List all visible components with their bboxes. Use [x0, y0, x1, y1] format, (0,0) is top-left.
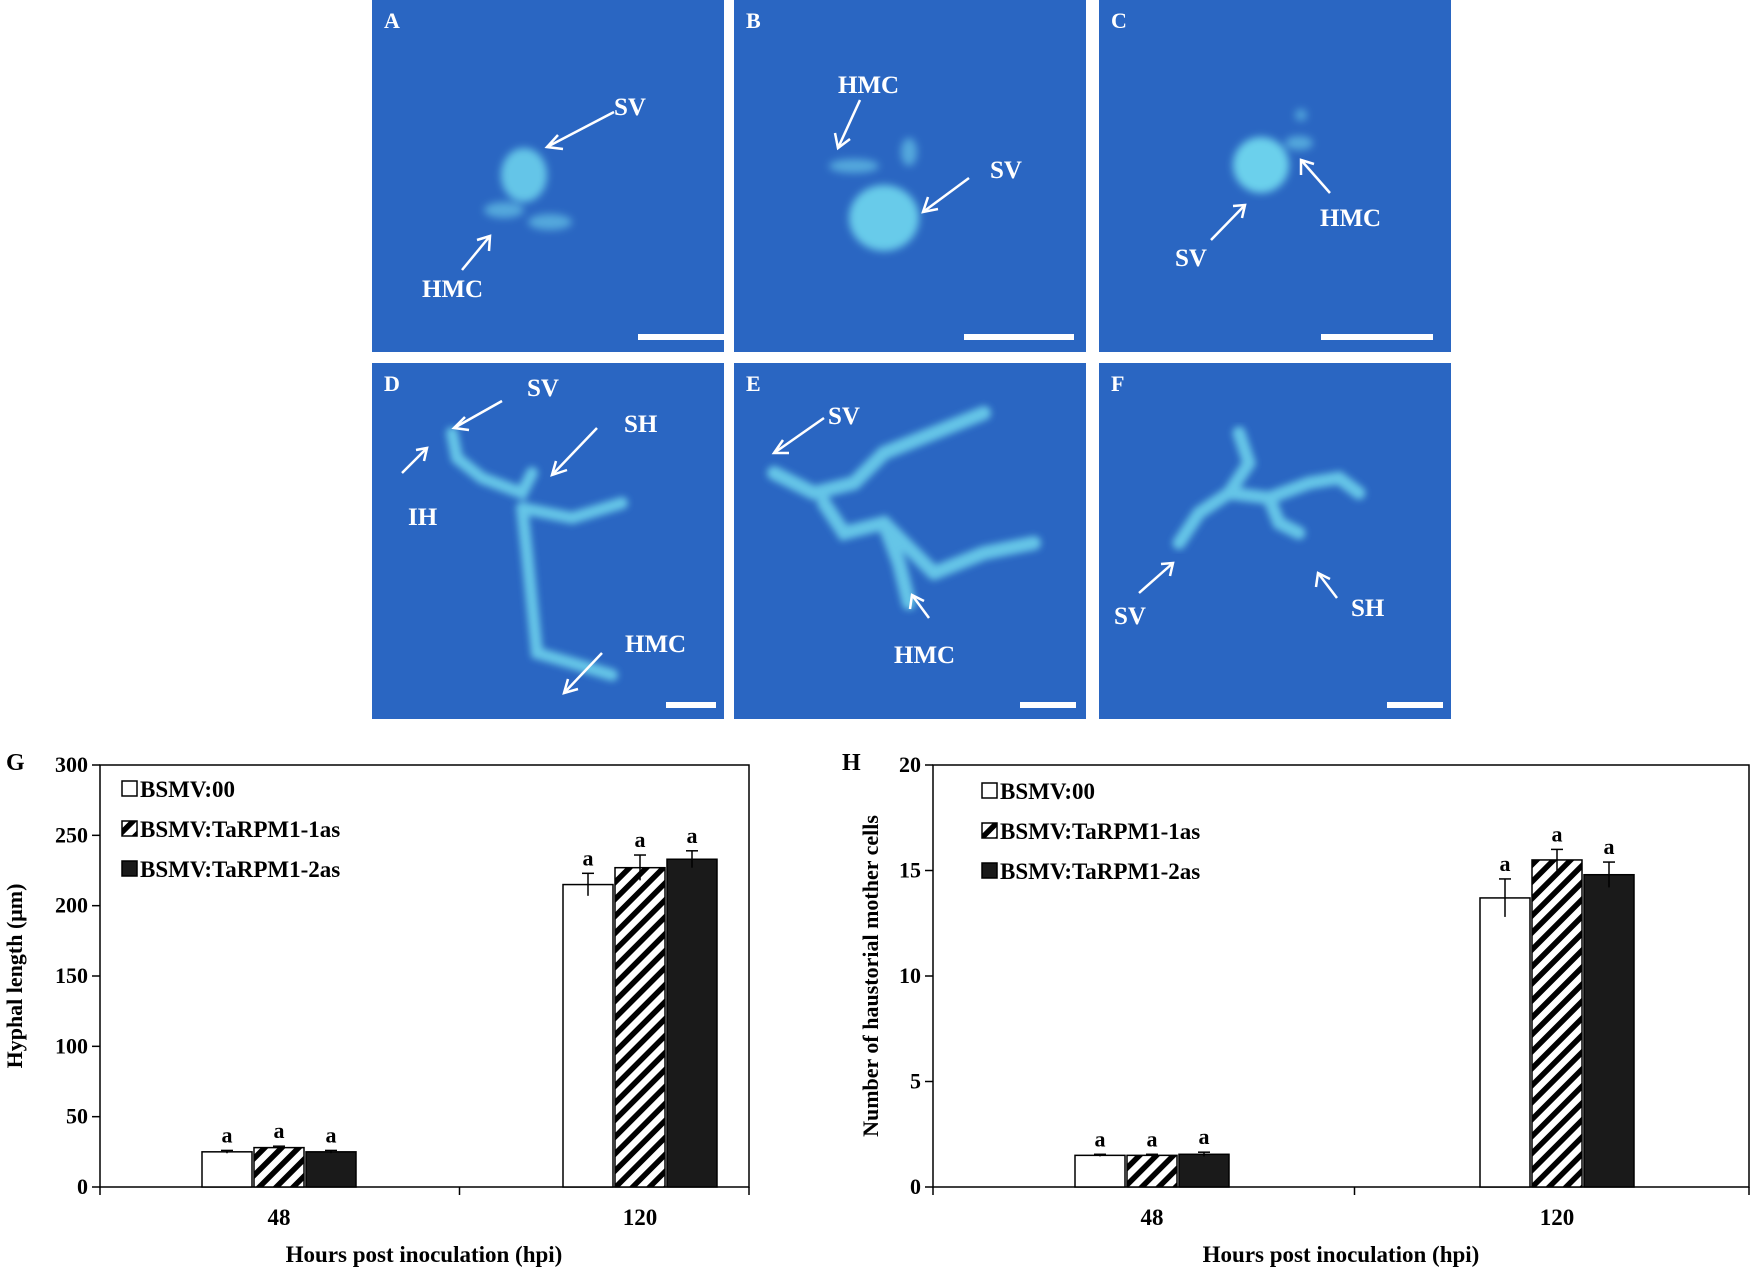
hmc-label: HMC [422, 276, 484, 303]
micrograph-d: D SV SH IH HMC [372, 363, 724, 719]
legend-swatch [121, 860, 138, 877]
legend-label: BSMV:TaRPM1-2as [1000, 859, 1200, 884]
sh-label: SH [624, 411, 658, 438]
legend-swatch [981, 822, 998, 839]
ih-label: IH [408, 504, 438, 531]
panel-letter: F [1111, 371, 1125, 396]
chart-g-plot: 0 50 100 150 200 250 300 48 120 a a a a a a BSMV:00 BSMV… [55, 752, 750, 1230]
y-tick-label: 0 [77, 1174, 88, 1199]
legend-swatch [121, 820, 138, 837]
significance-letter: a [1500, 851, 1511, 876]
significance-letter: a [1095, 1126, 1106, 1151]
y-tick-label: 200 [55, 893, 88, 918]
sv-label: SV [614, 94, 646, 121]
legend-swatch [121, 780, 138, 797]
legend-label: BSMV:00 [140, 777, 235, 802]
micrograph-c: C HMC SV [1099, 0, 1451, 352]
hmc-label: HMC [1320, 205, 1382, 232]
micrograph-f-image [1099, 363, 1451, 719]
bar [666, 858, 718, 1188]
significance-letter: a [687, 823, 698, 848]
hmc-label: HMC [894, 642, 956, 669]
panel-letter: A [384, 8, 400, 33]
significance-letter: a [274, 1118, 285, 1143]
bar [1479, 897, 1531, 1188]
y-tick-label: 10 [899, 963, 921, 988]
x-tick-label: 120 [1540, 1205, 1575, 1230]
chart-g-ylabel: Hyphal length (μm) [2, 884, 27, 1069]
x-tick-label: 48 [1141, 1205, 1164, 1230]
panel-letter: D [384, 371, 400, 396]
y-tick-label: 15 [899, 858, 921, 883]
panel-letter-g: G [6, 750, 25, 776]
micrograph-a-image [372, 0, 724, 352]
y-tick-label: 150 [55, 963, 88, 988]
bar [253, 1146, 305, 1188]
sv-label: SV [1114, 603, 1146, 630]
y-tick-label: 20 [899, 752, 921, 777]
significance-letter: a [1199, 1124, 1210, 1149]
y-tick-label: 300 [55, 752, 88, 777]
micrograph-a: A SV HMC [372, 0, 724, 352]
chart-h-plot: 0 5 10 15 20 48 120 a a a a a a BSMV:00 BSMV:TaRPM1-1a… [899, 752, 1750, 1230]
scale-bar [1387, 702, 1443, 708]
legend-label: BSMV:TaRPM1-1as [1000, 819, 1200, 844]
sv-label: SV [990, 157, 1022, 184]
micrograph-d-image [372, 363, 724, 719]
significance-letter: a [635, 827, 646, 852]
bar [201, 1151, 253, 1188]
bar [1531, 859, 1583, 1188]
legend-swatch [981, 782, 998, 799]
scale-bar [638, 334, 724, 340]
micrograph-b: B HMC SV [734, 0, 1086, 352]
micrograph-e-image [734, 363, 1086, 719]
panel-letter-h: H [842, 750, 861, 776]
y-tick-label: 5 [910, 1069, 921, 1094]
panel-letter: E [746, 371, 761, 396]
x-tick-label: 120 [623, 1205, 658, 1230]
panel-letter: C [1111, 8, 1127, 33]
panel-letter: B [746, 8, 761, 33]
bar [1074, 1154, 1126, 1188]
legend-label: BSMV:TaRPM1-2as [140, 857, 340, 882]
significance-letter: a [1604, 834, 1615, 859]
hmc-label: HMC [838, 72, 900, 99]
micrograph-c-image [1099, 0, 1451, 352]
bar [305, 1151, 357, 1188]
bar [1178, 1153, 1230, 1188]
bar [562, 883, 614, 1188]
significance-letter: a [1552, 821, 1563, 846]
significance-letter: a [326, 1122, 337, 1147]
legend-label: BSMV:00 [1000, 779, 1095, 804]
scale-bar [964, 334, 1074, 340]
sv-label: SV [1175, 245, 1207, 272]
y-tick-label: 0 [910, 1174, 921, 1199]
chart-h-xlabel: Hours post inoculation (hpi) [1203, 1242, 1480, 1267]
legend-label: BSMV:TaRPM1-1as [140, 817, 340, 842]
bar [1126, 1154, 1178, 1188]
scale-bar [1321, 334, 1433, 340]
x-tick-label: 48 [268, 1205, 291, 1230]
scale-bar [666, 702, 716, 708]
significance-letter: a [583, 845, 594, 870]
bar [614, 866, 666, 1188]
micrograph-e: E SV HMC [734, 363, 1086, 719]
y-tick-label: 50 [66, 1104, 88, 1129]
scale-bar [1020, 702, 1076, 708]
legend-swatch [981, 862, 998, 879]
chart-h-ylabel: Number of haustorial mother cells [858, 815, 883, 1137]
sv-label: SV [828, 403, 860, 430]
significance-letter: a [1147, 1126, 1158, 1151]
y-tick-label: 100 [55, 1033, 88, 1058]
micrograph-b-image [734, 0, 1086, 352]
sh-label: SH [1351, 595, 1385, 622]
y-tick-label: 250 [55, 822, 88, 847]
bar [1583, 873, 1635, 1188]
micrograph-f: F SV SH [1099, 363, 1451, 719]
sv-label: SV [527, 375, 559, 402]
hmc-label: HMC [625, 631, 687, 658]
chart-g-xlabel: Hours post inoculation (hpi) [286, 1242, 563, 1267]
significance-letter: a [222, 1122, 233, 1147]
